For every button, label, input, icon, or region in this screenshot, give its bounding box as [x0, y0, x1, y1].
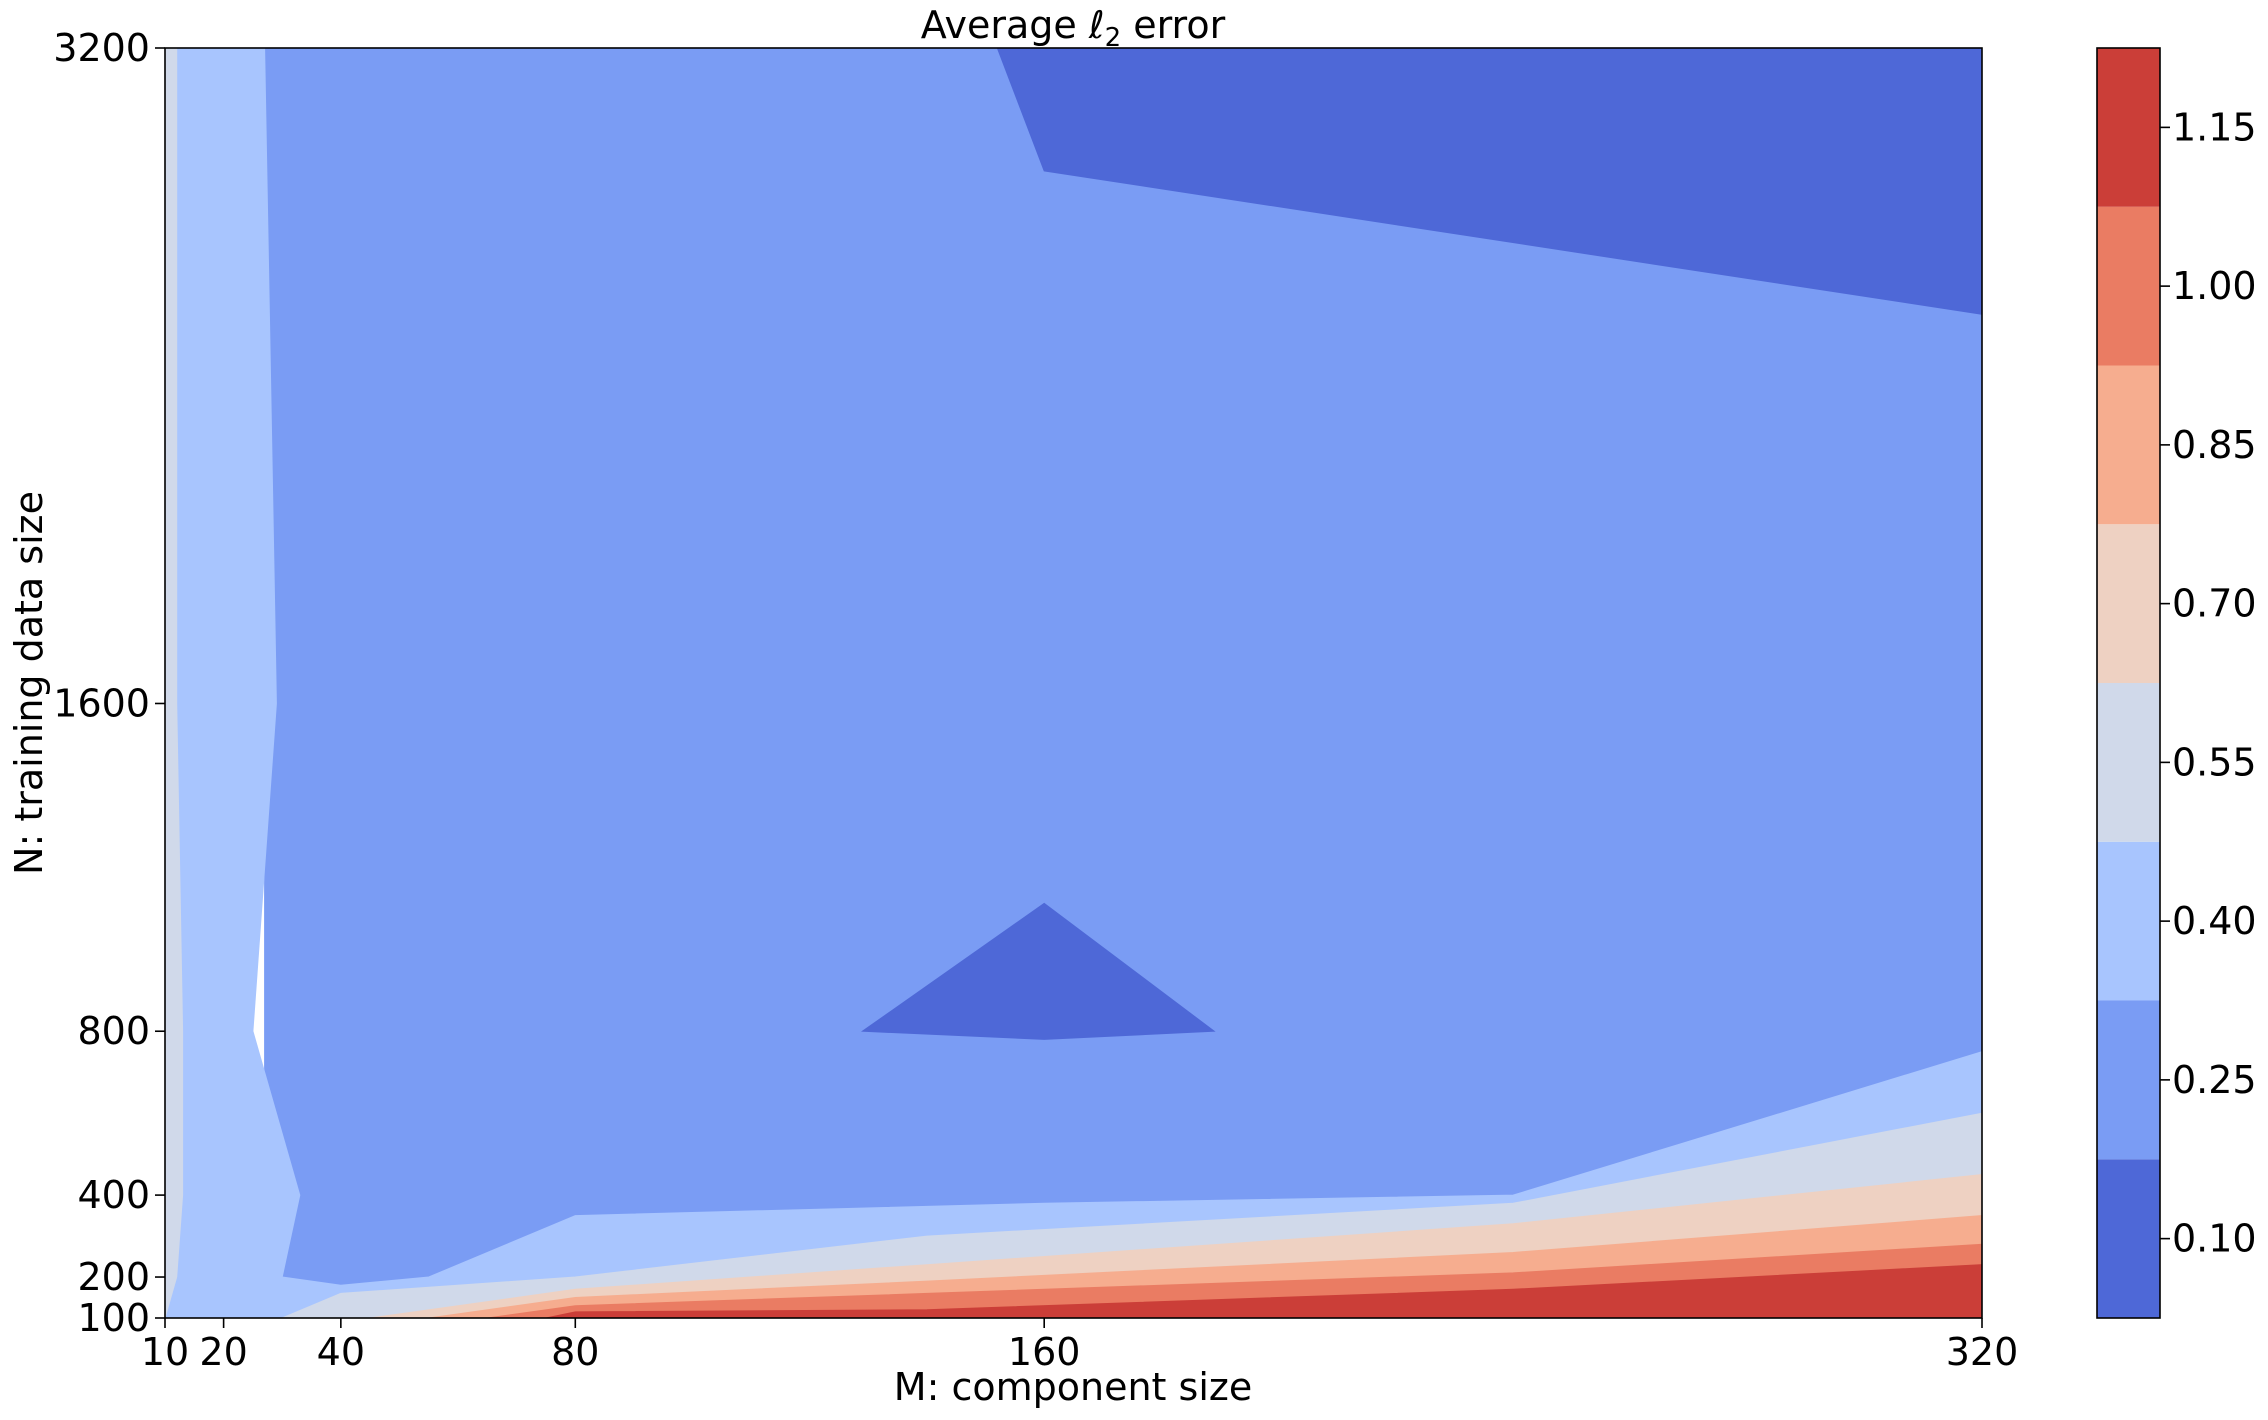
x-tick-label: 320 — [1946, 1330, 2019, 1374]
chart-title-symbol: ℓ — [1088, 3, 1105, 47]
colorbar-band — [2097, 524, 2160, 683]
x-tick-label: 40 — [317, 1330, 365, 1374]
x-axis-label: M: component size — [894, 1365, 1252, 1409]
colorbar-tick-label: 0.70 — [2172, 582, 2257, 626]
y-tick-label: 3200 — [53, 26, 150, 70]
colorbar-tick-label: 0.85 — [2172, 423, 2257, 467]
colorbar-ticks: 0.10 0.25 0.40 0.55 0.70 0.85 1.00 1.15 — [2160, 105, 2257, 1261]
chart-title: Average ℓ2 error — [921, 3, 1226, 53]
colorbar-tick-label: 0.55 — [2172, 740, 2257, 784]
colorbar-band — [2097, 841, 2160, 1001]
x-tick-label: 80 — [551, 1330, 599, 1374]
colorbar-band — [2097, 365, 2160, 525]
colorbar-band — [2097, 206, 2160, 366]
colorbar — [2097, 48, 2160, 1318]
y-tick-label: 100 — [77, 1296, 150, 1340]
colorbar-band — [2097, 683, 2160, 842]
colorbar-tick-label: 1.15 — [2172, 105, 2257, 149]
x-tick-label: 160 — [1008, 1330, 1081, 1374]
y-tick-label: 1600 — [53, 681, 150, 725]
colorbar-band — [2097, 1159, 2160, 1318]
plot-area — [164, 47, 1983, 1319]
colorbar-frame — [2096, 47, 2161, 1319]
colorbar-tick-label: 1.00 — [2172, 264, 2257, 308]
x-tick-label: 10 — [141, 1330, 189, 1374]
plot-frame — [164, 47, 1983, 1319]
y-axis-label: N: training data size — [7, 491, 51, 875]
chart-title-subscript: 2 — [1105, 23, 1122, 53]
x-tick-label: 20 — [199, 1330, 247, 1374]
colorbar-band — [2097, 48, 2160, 207]
colorbar-tick-label: 0.25 — [2172, 1058, 2257, 1102]
contour-region-4 — [164, 47, 184, 1319]
chart-title-suffix: error — [1121, 3, 1225, 47]
contour-region-2 — [861, 902, 1216, 1040]
x-axis: 10 20 40 80 160 320 — [141, 1318, 2018, 1374]
colorbar-tick-label: 0.10 — [2172, 1217, 2257, 1261]
colorbar-tick-label: 0.40 — [2172, 899, 2257, 943]
colorbar-band — [2097, 1000, 2160, 1160]
chart-title-prefix: Average — [921, 3, 1089, 47]
y-tick-label: 800 — [77, 1009, 150, 1053]
y-tick-label: 400 — [77, 1173, 150, 1217]
y-tick-label: 200 — [77, 1255, 150, 1299]
